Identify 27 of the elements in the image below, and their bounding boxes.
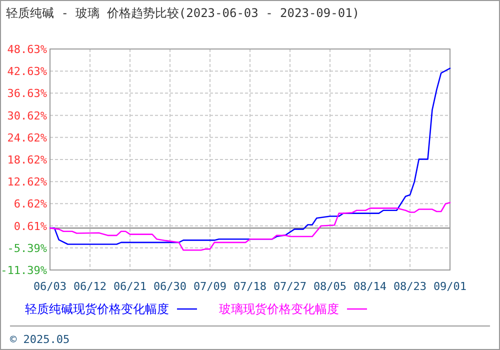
- y-tick-label: 42.63%: [7, 65, 48, 78]
- x-tick-label: 06/12: [73, 280, 107, 293]
- x-tick-label: 08/23: [393, 280, 427, 293]
- y-tick-label: -5.39%: [7, 242, 48, 255]
- y-tick-label: 12.62%: [7, 176, 48, 189]
- x-tick-label: 06/21: [113, 280, 147, 293]
- y-tick-label: 18.62%: [7, 154, 48, 166]
- x-tick-label: 07/27: [273, 280, 307, 293]
- y-tick-label: 30.62%: [7, 109, 48, 122]
- y-tick-label: 48.63%: [7, 43, 48, 56]
- y-tick-label: 0.61%: [14, 220, 48, 233]
- text: © 2025.05: [10, 333, 70, 346]
- line-series: [49, 202, 451, 251]
- y-tick-label: 36.63%: [7, 87, 48, 100]
- x-tick-label: 08/05: [313, 280, 347, 293]
- chart-title: 轻质纯碱 - 玻璃 价格趋势比较(2023-06-03 - 2023-09-01): [6, 6, 360, 20]
- legend-label: 轻质纯碱现货价格变化幅度: [25, 302, 169, 316]
- y-tick-label: 6.62%: [14, 198, 48, 211]
- x-tick-label: 06/30: [153, 280, 187, 293]
- x-tick-label: 09/01: [433, 280, 467, 293]
- y-tick-label: 24.62%: [7, 131, 48, 144]
- y-tick-label: -11.39%: [0, 264, 48, 277]
- x-tick-label: 07/09: [193, 280, 227, 293]
- legend-label: 玻璃现货价格变化幅度: [219, 302, 339, 316]
- x-tick-label: 07/18: [233, 280, 267, 293]
- x-tick-label: 06/03: [33, 280, 67, 293]
- x-tick-label: 08/14: [353, 280, 387, 293]
